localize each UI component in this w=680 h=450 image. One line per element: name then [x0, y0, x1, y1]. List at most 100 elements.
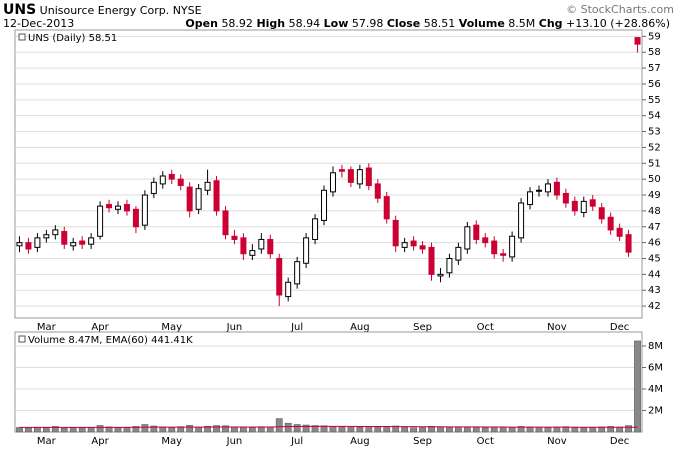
volume-bar	[275, 418, 283, 433]
candle-body	[338, 169, 345, 172]
candle-body	[518, 202, 525, 239]
candle-body	[70, 242, 77, 247]
x-tick-label: Mar	[37, 322, 57, 333]
volume-bar	[320, 425, 328, 433]
volume-bar	[589, 426, 597, 433]
x-tick-label: Sep	[413, 322, 432, 333]
y-tick-label: 46	[648, 238, 661, 249]
candle-body	[509, 235, 516, 258]
candle-body	[123, 204, 130, 212]
candle-body	[527, 191, 534, 206]
volume-bar	[16, 427, 23, 433]
volume-bar	[544, 427, 552, 433]
x-tick-label: Aug	[350, 322, 370, 333]
title-row: UNS Unisource Energy Corp. NYSE	[3, 2, 202, 18]
candle-body	[464, 226, 471, 250]
candle-body	[482, 237, 489, 244]
y-tick-label: 45	[648, 253, 661, 264]
y-tick-label: 47	[648, 222, 661, 233]
volume-bar	[150, 425, 158, 433]
x-tick-label: Sep	[413, 436, 432, 447]
volume-bar	[392, 425, 400, 433]
y-tick-label: 51	[648, 158, 661, 169]
candle-body	[598, 207, 605, 220]
y-tick-label: 6M	[648, 362, 663, 373]
candle-body	[321, 189, 328, 221]
candle-body	[347, 169, 354, 183]
candle-body	[16, 242, 23, 247]
y-tick-label: 55	[648, 95, 661, 106]
y-tick-label: 53	[648, 127, 661, 138]
company: Unisource Energy Corp.	[39, 4, 170, 17]
volume-bar	[347, 427, 355, 433]
legend: UNS (Daily) 58.51	[28, 33, 117, 44]
volume-bar	[141, 424, 149, 433]
x-tick-label: May	[161, 436, 182, 447]
candle-body	[267, 238, 274, 255]
candle-body	[249, 250, 256, 256]
volume-bar	[248, 427, 256, 433]
candle-body	[329, 172, 336, 193]
candle-body	[88, 237, 95, 245]
candle-body	[43, 234, 50, 239]
volume-bar	[374, 426, 382, 433]
candle-body	[392, 219, 399, 247]
low-label: Low	[323, 17, 349, 30]
quote-row: Open 58.92 High 58.94 Low 57.98 Close 58…	[185, 17, 670, 30]
candle-body	[285, 281, 292, 298]
volume-bar	[311, 425, 319, 433]
high-value: 58.94	[288, 17, 321, 30]
legend-icon	[18, 33, 26, 41]
volume-bar	[607, 426, 615, 433]
y-tick-label: 8M	[648, 341, 663, 352]
volume-bar	[25, 427, 32, 433]
candle-body	[356, 169, 363, 185]
volume-bar	[437, 426, 444, 433]
volume-bar	[132, 426, 140, 433]
x-tick-label: Oct	[477, 436, 494, 447]
y-tick-label: 4M	[648, 384, 663, 395]
volume-bar	[293, 424, 301, 433]
volume-bar	[419, 427, 426, 433]
candle-body	[455, 246, 462, 261]
candle-body	[240, 237, 247, 255]
candle-body	[132, 208, 139, 228]
volume-bar	[517, 426, 525, 433]
candle-body	[195, 188, 202, 210]
x-tick-label: Aug	[350, 436, 370, 447]
y-tick-label: 59	[648, 31, 661, 42]
volume-bar	[454, 426, 462, 433]
x-tick-label: Oct	[477, 322, 494, 333]
legend-icon	[18, 335, 26, 343]
volume-bar	[231, 426, 238, 433]
y-tick-label: 42	[648, 301, 661, 312]
candle-body	[177, 178, 184, 187]
volume-bar	[222, 425, 229, 433]
candle-body	[204, 181, 211, 191]
x-tick-label: Jul	[290, 436, 303, 447]
y-tick-label: 57	[648, 63, 661, 74]
high-label: High	[256, 17, 286, 30]
candle-body	[79, 240, 86, 245]
volume-bar	[177, 426, 185, 433]
candle-body	[115, 205, 122, 210]
volume-bar	[51, 426, 59, 433]
volume-bar	[463, 426, 471, 433]
volume-bar	[410, 427, 417, 433]
volume-bar	[240, 426, 247, 433]
candle-body	[258, 238, 265, 250]
credit: © StockCharts.com	[566, 3, 674, 16]
volume-bar	[302, 424, 310, 433]
volume-bar	[123, 426, 131, 433]
volume-bar	[168, 427, 176, 433]
open-value: 58.92	[221, 17, 253, 30]
candle-body	[312, 218, 319, 240]
candle-body	[276, 257, 283, 296]
x-tick-label: Mar	[37, 436, 57, 447]
volume-bar	[499, 426, 507, 433]
volume-bar	[329, 426, 337, 433]
close-value: 58.51	[423, 17, 456, 30]
volume-bar	[356, 426, 364, 433]
